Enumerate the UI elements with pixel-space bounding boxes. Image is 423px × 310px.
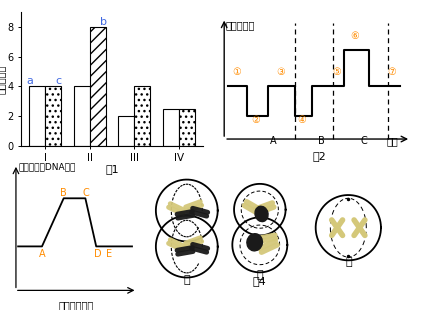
Text: ①: ① [232,67,241,77]
Y-axis label: 数量（个）: 数量（个） [0,64,6,94]
Bar [135,86,150,146]
Bar [118,116,135,146]
Text: ⑤: ⑤ [332,67,341,77]
Text: 乙: 乙 [256,269,263,280]
Ellipse shape [247,234,262,251]
Text: B: B [60,188,67,197]
Text: 甲: 甲 [184,275,190,285]
Text: ⑦: ⑦ [387,67,396,77]
Text: 染色体数目: 染色体数目 [226,20,255,30]
Text: c: c [56,76,62,86]
Text: ③: ③ [276,67,285,77]
Text: b: b [100,17,107,27]
Text: a: a [26,76,33,86]
Text: 丙: 丙 [345,258,352,268]
Text: A: A [39,250,45,259]
Bar [30,86,45,146]
Ellipse shape [255,206,268,222]
Text: E: E [106,250,112,259]
Text: 图2: 图2 [313,151,326,161]
Bar [90,27,106,146]
Bar [45,86,61,146]
Text: C: C [360,136,367,146]
Text: 时间: 时间 [387,136,398,146]
Text: 图4: 图4 [253,276,266,286]
Bar [163,109,179,146]
Text: ⑥: ⑥ [350,31,359,41]
Text: C: C [82,188,89,197]
Text: B: B [318,136,324,146]
Bar [179,109,195,146]
Text: ④: ④ [297,115,306,125]
Text: A: A [270,136,277,146]
Text: 图1: 图1 [105,164,119,174]
Text: ②: ② [252,115,260,125]
Text: 细胞分裂时期: 细胞分裂时期 [58,300,94,310]
Text: 每条染色体DNA含量: 每条染色体DNA含量 [18,162,75,171]
Bar [74,86,90,146]
Text: D: D [94,250,102,259]
